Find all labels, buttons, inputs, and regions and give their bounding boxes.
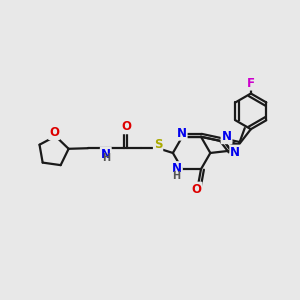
Text: F: F xyxy=(247,76,255,90)
Text: O: O xyxy=(191,183,202,196)
Text: N: N xyxy=(177,127,187,140)
Text: N: N xyxy=(172,162,182,175)
Text: N: N xyxy=(101,148,111,161)
Text: O: O xyxy=(122,120,132,133)
Text: H: H xyxy=(172,171,180,181)
Text: O: O xyxy=(49,126,59,139)
Text: H: H xyxy=(102,153,110,163)
Text: N: N xyxy=(230,146,240,159)
Text: N: N xyxy=(221,130,232,143)
Text: S: S xyxy=(154,137,162,151)
